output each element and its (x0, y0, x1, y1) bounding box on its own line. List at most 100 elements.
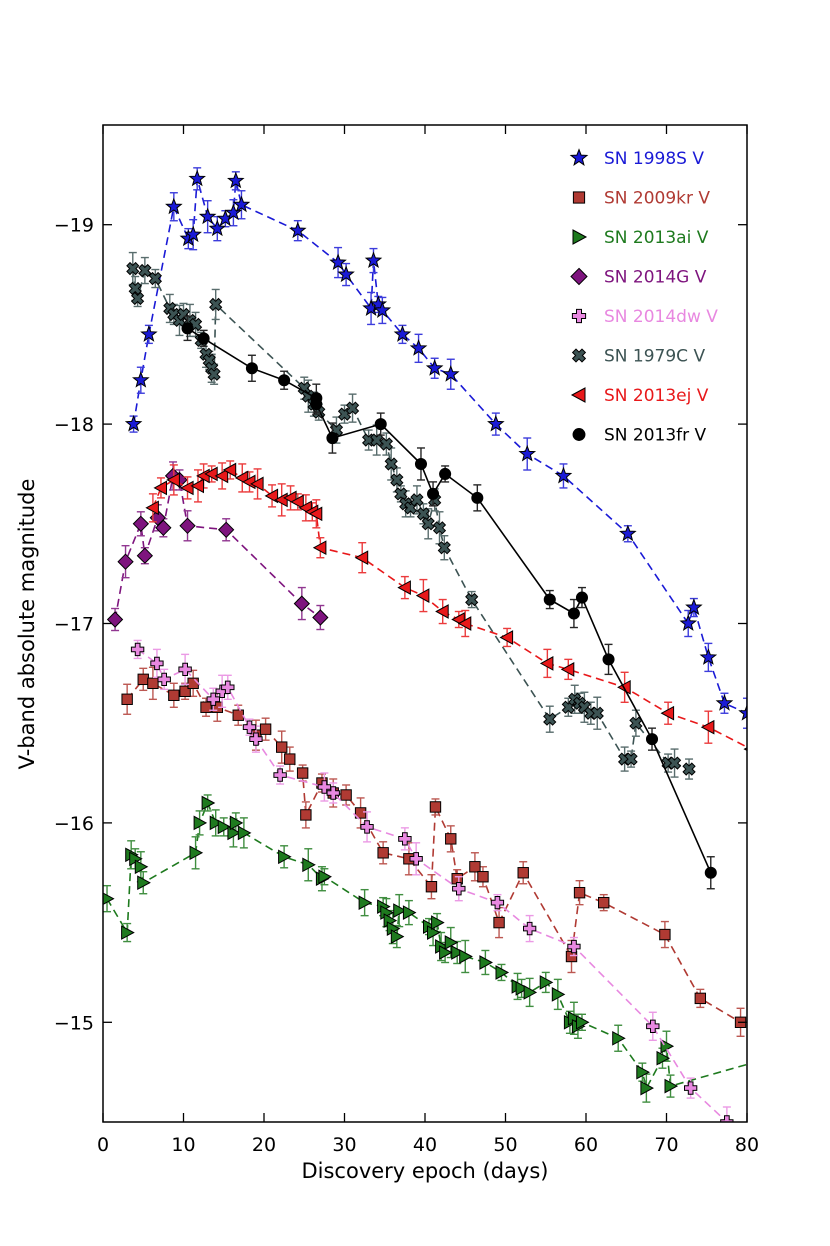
data-point (393, 903, 407, 918)
data-point (190, 478, 204, 494)
data-point (439, 467, 452, 480)
data-point (250, 476, 264, 492)
data-point (326, 786, 340, 800)
data-point (207, 367, 221, 381)
data-point (117, 553, 134, 570)
data-point (700, 719, 715, 735)
data-point (539, 975, 554, 990)
data-point (523, 985, 538, 1000)
data-point (487, 414, 505, 432)
data-point (132, 370, 150, 388)
data-point (704, 866, 717, 879)
x-tick-label: 70 (654, 1134, 678, 1156)
x-tick-label: 80 (735, 1134, 759, 1156)
legend-item-sn-1979c-v: SN 1979C V (571, 347, 705, 367)
data-point (153, 480, 167, 496)
data-point (178, 662, 192, 676)
data-point (517, 867, 529, 879)
data-point (397, 580, 411, 595)
data-point (148, 271, 163, 286)
data-point (410, 493, 424, 507)
data-point (179, 480, 194, 496)
data-point (421, 517, 435, 531)
data-point (699, 648, 718, 665)
data-point (425, 881, 438, 893)
data-point (374, 418, 387, 431)
data-point (296, 767, 309, 779)
data-point (567, 939, 581, 954)
data-point (471, 491, 484, 504)
data-point (560, 662, 575, 677)
legend-item-sn-2013ai-v: SN 2013ai V (572, 228, 709, 248)
legend-marker (570, 267, 588, 286)
data-point (576, 1014, 590, 1030)
data-point (168, 689, 180, 701)
data-point (249, 732, 263, 746)
data-point (310, 398, 323, 411)
legend-label: SN 2014G V (604, 268, 707, 288)
data-point (636, 1064, 650, 1080)
data-point (184, 225, 202, 243)
data-point (354, 807, 367, 819)
data-point (181, 322, 194, 335)
data-point (221, 680, 235, 694)
data-point (379, 437, 394, 451)
data-point (409, 339, 428, 356)
data-point (629, 716, 643, 730)
data-point (459, 949, 473, 964)
data-point (575, 591, 588, 604)
legend-label: SN 2013fr V (604, 426, 707, 446)
data-point (543, 712, 557, 726)
data-point (227, 171, 245, 189)
data-point (179, 685, 191, 697)
data-point (293, 595, 311, 612)
data-point (377, 847, 389, 859)
data-point (278, 849, 292, 865)
series-sn-2013fr-v (181, 315, 717, 890)
data-point (227, 825, 241, 841)
x-tick-label: 60 (574, 1134, 598, 1156)
series-line-sn-2014dw-v (137, 648, 728, 1122)
data-point (479, 955, 493, 970)
data-point (645, 733, 659, 746)
legend-item-sn-2013fr-v: SN 2013fr V (572, 426, 707, 446)
data-point (137, 875, 151, 891)
data-point (370, 433, 384, 447)
x-tick-label: 50 (493, 1134, 517, 1156)
data-point (445, 833, 457, 845)
data-point (441, 364, 460, 382)
data-point (222, 462, 237, 478)
data-point (312, 609, 329, 626)
data-point (390, 929, 405, 944)
legend-item-sn-2009kr-v: SN 2009kr V (572, 189, 710, 209)
data-point (137, 673, 149, 686)
data-point (326, 432, 339, 445)
data-point (155, 519, 172, 537)
data-point (493, 916, 505, 929)
data-point (206, 692, 220, 706)
data-point (318, 869, 332, 885)
data-point (656, 1050, 671, 1066)
data-point (435, 604, 449, 619)
data-point (554, 466, 573, 484)
data-point (660, 705, 675, 721)
data-point (477, 871, 489, 883)
data-point (145, 500, 159, 516)
series-sn-1979c-v (126, 251, 696, 780)
data-point (106, 611, 124, 628)
data-point (242, 720, 257, 734)
data-point (499, 630, 514, 645)
data-point (715, 694, 734, 711)
data-point (189, 845, 204, 861)
legend-item-sn-2014dw-v: SN 2014dw V (571, 307, 718, 327)
data-point (197, 332, 210, 345)
series-sn-2014g-v (106, 461, 329, 632)
data-point (193, 815, 208, 831)
data-point (214, 468, 229, 484)
series-sn-2013ej-v (145, 460, 747, 752)
data-point (124, 414, 143, 432)
data-point (337, 265, 355, 283)
data-point (136, 547, 154, 564)
data-point (427, 487, 440, 500)
data-point (598, 896, 610, 909)
